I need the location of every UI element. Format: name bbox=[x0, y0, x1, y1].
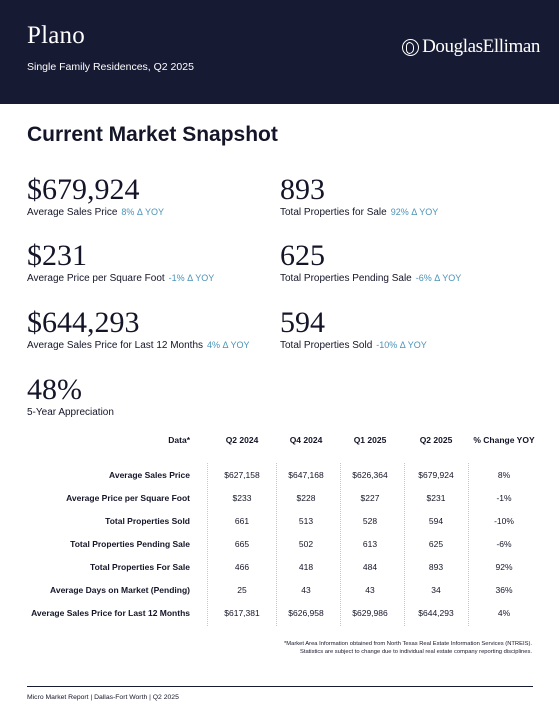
stat-total-properties-pending-sale: 625 Total Properties Pending Sale -6% Δ Y… bbox=[280, 239, 462, 285]
table-cell: 466 bbox=[234, 562, 250, 572]
report-subtitle: Single Family Residences, Q2 2025 bbox=[27, 61, 194, 73]
table-cell: $233 bbox=[232, 493, 252, 503]
stat-average-sales-price: $679,924 Average Sales Price 8% Δ YOY bbox=[27, 173, 164, 219]
stat-delta: 92% Δ YOY bbox=[390, 207, 439, 217]
stat-label: Average Sales Price bbox=[27, 207, 118, 218]
douglas-elliman-monogram-icon bbox=[402, 38, 420, 56]
stat-delta: -10% Δ YOY bbox=[376, 340, 427, 350]
table-cell: $647,168 bbox=[288, 470, 324, 480]
stat-label: Average Price per Square Foot bbox=[27, 273, 165, 284]
stat-value: 594 bbox=[280, 306, 325, 339]
stat-value: $231 bbox=[27, 239, 87, 272]
stat-delta: 4% Δ YOY bbox=[207, 340, 250, 350]
table-row-label: Average Sales Price for Last 12 Months bbox=[31, 608, 190, 618]
footer-text: Micro Market Report | Dallas-Fort Worth … bbox=[27, 694, 179, 701]
column-divider bbox=[276, 463, 277, 626]
table-cell: 43 bbox=[365, 585, 375, 595]
table-cell: 25 bbox=[237, 585, 247, 595]
stat-delta: -6% Δ YOY bbox=[415, 273, 462, 283]
table-cell: 528 bbox=[362, 516, 378, 526]
stat-value: 625 bbox=[280, 239, 325, 272]
table-cell: $617,381 bbox=[224, 608, 260, 618]
footnote: *Market Area Information obtained from N… bbox=[132, 640, 532, 656]
section-title: Current Market Snapshot bbox=[27, 123, 278, 146]
column-divider bbox=[340, 463, 341, 626]
table-row-label: Average Price per Square Foot bbox=[66, 493, 190, 503]
table-cell: 36% bbox=[495, 585, 513, 595]
table-cell: 661 bbox=[234, 516, 250, 526]
table-cell: $227 bbox=[360, 493, 380, 503]
table-cell: $627,158 bbox=[224, 470, 260, 480]
table-row-label: Total Properties For Sale bbox=[90, 562, 190, 572]
stat-value: $644,293 bbox=[27, 306, 140, 339]
table-cell: $228 bbox=[296, 493, 316, 503]
table-cell: 502 bbox=[298, 539, 314, 549]
stat-total-properties-sold: 594 Total Properties Sold -10% Δ YOY bbox=[280, 306, 427, 352]
table-row-label: Average Sales Price bbox=[109, 470, 190, 480]
brand-name: DouglasElliman bbox=[422, 36, 540, 57]
stat-label: Total Properties Sold bbox=[280, 340, 373, 351]
column-header-q2-2024: Q2 2024 bbox=[225, 435, 259, 445]
table-cell: -1% bbox=[496, 493, 512, 503]
table-cell: $679,924 bbox=[418, 470, 454, 480]
stat-label: 5-Year Appreciation bbox=[27, 407, 114, 418]
stat-label: Average Sales Price for Last 12 Months bbox=[27, 340, 204, 351]
table-cell: 594 bbox=[428, 516, 444, 526]
column-divider bbox=[404, 463, 405, 626]
table-cell: 8% bbox=[497, 470, 511, 480]
table-cell: $231 bbox=[426, 493, 446, 503]
table-cell: 34 bbox=[431, 585, 441, 595]
table-row-label: Total Properties Pending Sale bbox=[70, 539, 190, 549]
footnote-line: *Market Area Information obtained from N… bbox=[284, 641, 532, 647]
column-divider bbox=[207, 463, 208, 626]
stat-value: 48% bbox=[27, 373, 82, 406]
table-cell: 625 bbox=[428, 539, 444, 549]
stat-total-properties-for-sale: 893 Total Properties for Sale 92% Δ YOY bbox=[280, 173, 439, 219]
stat-delta: -1% Δ YOY bbox=[168, 273, 215, 283]
column-header-q4-2024: Q4 2024 bbox=[289, 435, 323, 445]
column-header-data: Data* bbox=[168, 435, 190, 445]
stat-average-price-per-sqft: $231 Average Price per Square Foot -1% Δ … bbox=[27, 239, 215, 285]
footer-divider bbox=[27, 686, 533, 687]
city-title: Plano bbox=[27, 22, 85, 49]
table-cell: 43 bbox=[301, 585, 311, 595]
table-cell: 92% bbox=[495, 562, 513, 572]
table-cell: $626,958 bbox=[288, 608, 324, 618]
table-cell: -6% bbox=[496, 539, 512, 549]
stat-five-year-appreciation: 48% 5-Year Appreciation bbox=[27, 373, 114, 419]
table-cell: $629,986 bbox=[352, 608, 388, 618]
stat-label: Total Properties for Sale bbox=[280, 207, 387, 218]
table-cell: 418 bbox=[298, 562, 314, 572]
stat-value: $679,924 bbox=[27, 173, 140, 206]
table-row-label: Average Days on Market (Pending) bbox=[50, 585, 190, 595]
table-cell: 665 bbox=[234, 539, 250, 549]
stat-label: Total Properties Pending Sale bbox=[280, 273, 412, 284]
table-cell: $644,293 bbox=[418, 608, 454, 618]
brand-logo: DouglasElliman bbox=[402, 36, 540, 58]
table-cell: 513 bbox=[298, 516, 314, 526]
table-cell: 613 bbox=[362, 539, 378, 549]
stat-value: 893 bbox=[280, 173, 325, 206]
table-cell: 4% bbox=[497, 608, 511, 618]
table-cell: 484 bbox=[362, 562, 378, 572]
table-cell: 893 bbox=[428, 562, 444, 572]
column-header-percent-change: % Change YOY bbox=[473, 435, 535, 445]
column-header-q2-2025: Q2 2025 bbox=[419, 435, 453, 445]
stat-average-sales-price-12-months: $644,293 Average Sales Price for Last 12… bbox=[27, 306, 250, 352]
table-cell: -10% bbox=[494, 516, 514, 526]
column-header-q1-2025: Q1 2025 bbox=[353, 435, 387, 445]
stat-delta: 8% Δ YOY bbox=[121, 207, 164, 217]
column-divider bbox=[468, 463, 469, 626]
header-banner: Plano Single Family Residences, Q2 2025 … bbox=[0, 0, 559, 104]
table-row-label: Total Properties Sold bbox=[105, 516, 190, 526]
footnote-line: Statistics are subject to change due to … bbox=[299, 649, 532, 655]
table-cell: $626,364 bbox=[352, 470, 388, 480]
